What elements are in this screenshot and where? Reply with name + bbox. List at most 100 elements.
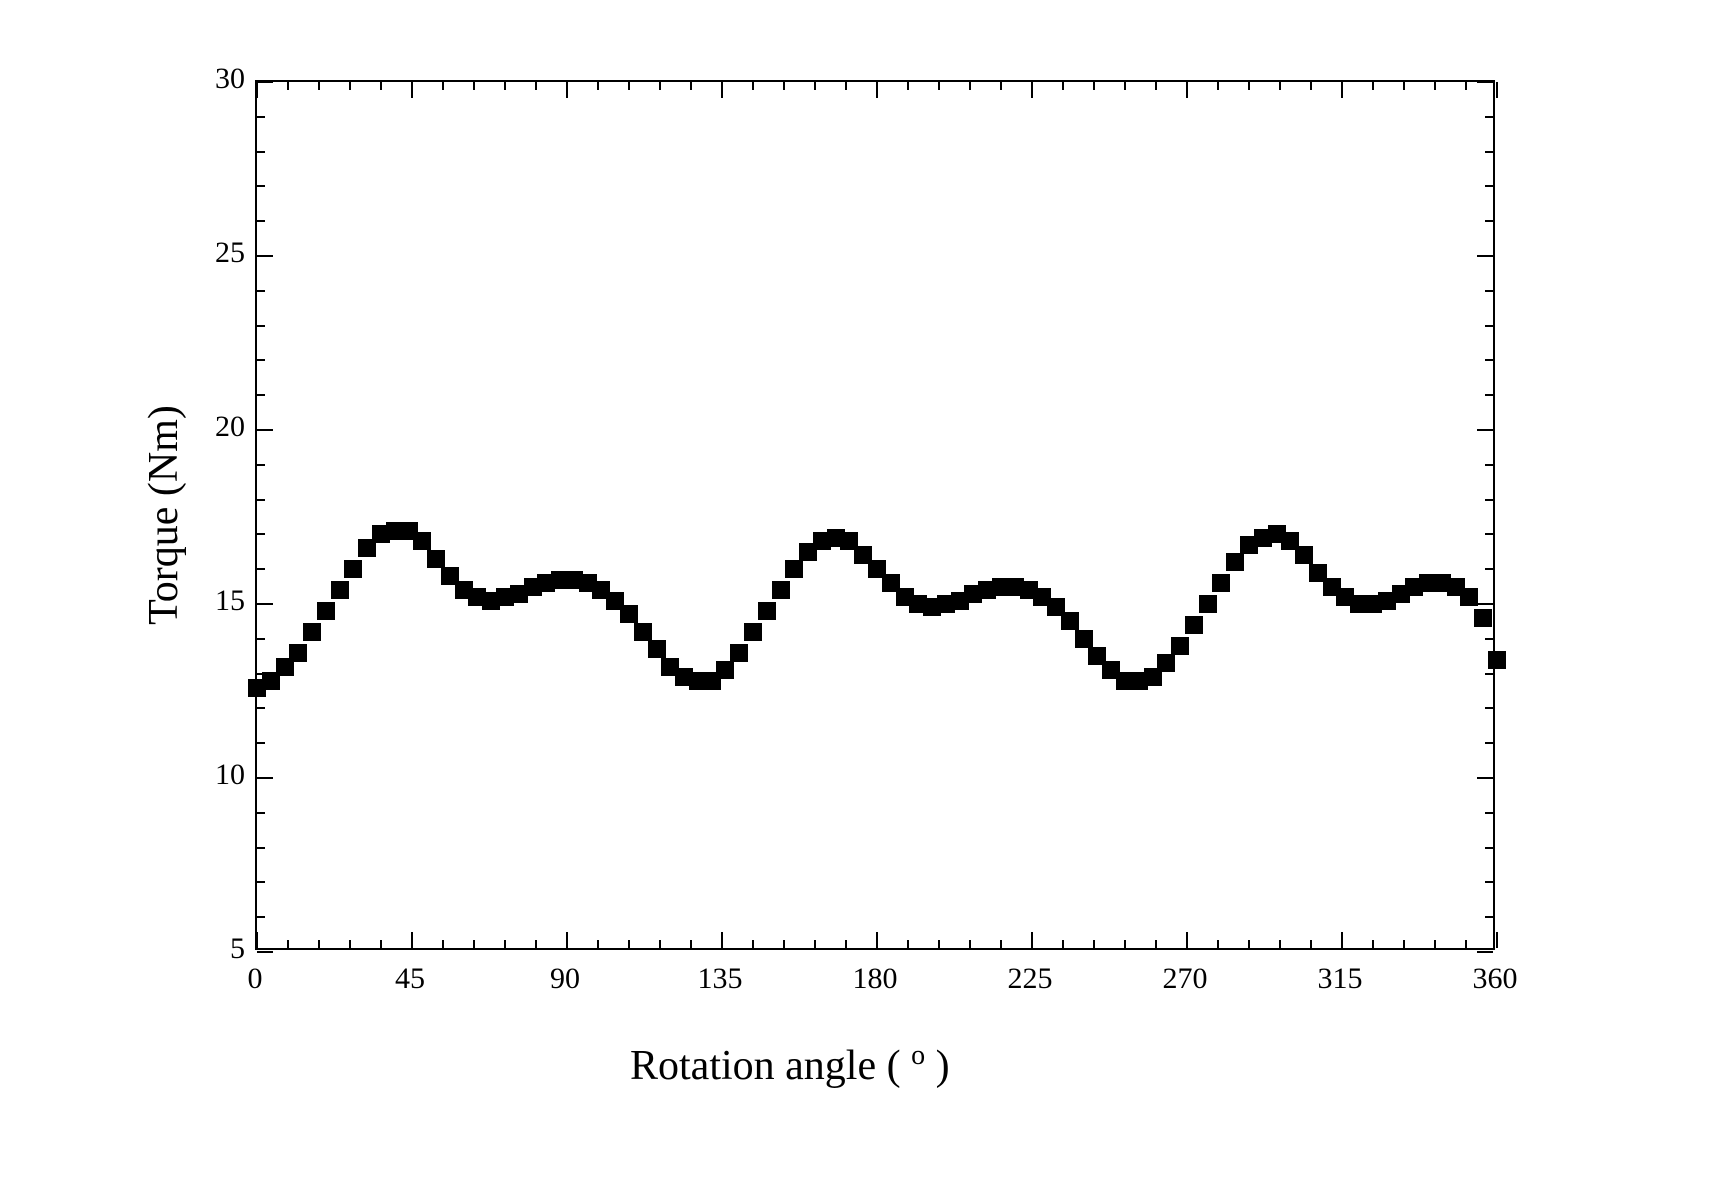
x-tick-minor — [1372, 82, 1374, 90]
x-tick-minor — [1093, 940, 1095, 948]
x-tick-minor — [628, 82, 630, 90]
x-tick-label: 90 — [550, 962, 580, 996]
y-tick-minor — [257, 151, 265, 153]
x-tick-minor — [1124, 940, 1126, 948]
x-tick-minor — [1434, 940, 1436, 948]
x-tick-minor — [1217, 940, 1219, 948]
x-tick-minor — [1279, 940, 1281, 948]
x-tick-minor — [1279, 82, 1281, 90]
y-tick-minor — [1485, 359, 1493, 361]
y-tick-major — [1477, 603, 1493, 605]
y-tick-minor — [1485, 568, 1493, 570]
x-tick-minor — [1000, 940, 1002, 948]
y-tick-minor — [1485, 220, 1493, 222]
degree-symbol: o — [911, 1040, 925, 1071]
x-tick-minor — [442, 940, 444, 948]
x-tick-major — [721, 932, 723, 948]
y-tick-minor — [1485, 533, 1493, 535]
x-tick-major — [411, 82, 413, 98]
y-tick-minor — [257, 499, 265, 501]
data-point — [331, 581, 349, 599]
x-tick-minor — [1124, 82, 1126, 90]
y-tick-major — [1477, 255, 1493, 257]
x-axis-title-p1: Rotation angle ( — [630, 1043, 911, 1089]
y-tick-label: 25 — [175, 236, 245, 270]
y-tick-minor — [1485, 325, 1493, 327]
y-tick-minor — [1485, 116, 1493, 118]
x-tick-minor — [442, 82, 444, 90]
x-tick-major — [1496, 82, 1498, 98]
y-tick-minor — [1485, 742, 1493, 744]
x-tick-label: 0 — [248, 962, 263, 996]
y-tick-label: 10 — [175, 758, 245, 792]
x-tick-minor — [845, 82, 847, 90]
x-tick-minor — [659, 82, 661, 90]
data-point — [413, 532, 431, 550]
x-axis-title-p3: ) — [925, 1043, 950, 1089]
x-tick-minor — [1403, 82, 1405, 90]
x-tick-minor — [1372, 940, 1374, 948]
x-tick-minor — [473, 940, 475, 948]
data-point — [716, 661, 734, 679]
y-tick-major — [1477, 777, 1493, 779]
x-tick-minor — [690, 940, 692, 948]
data-point — [1488, 651, 1506, 669]
y-tick-minor — [1485, 151, 1493, 153]
x-tick-minor — [535, 82, 537, 90]
x-tick-minor — [907, 940, 909, 948]
y-tick-minor — [257, 847, 265, 849]
y-tick-major — [1477, 81, 1493, 83]
data-point — [303, 623, 321, 641]
data-point — [758, 602, 776, 620]
x-tick-major — [1031, 82, 1033, 98]
y-tick-minor — [257, 325, 265, 327]
plot-area — [255, 80, 1495, 950]
y-tick-major — [257, 777, 273, 779]
x-tick-major — [256, 932, 258, 948]
x-tick-label: 135 — [698, 962, 743, 996]
x-tick-minor — [1217, 82, 1219, 90]
x-tick-minor — [814, 82, 816, 90]
y-tick-major — [257, 951, 273, 953]
data-point — [1474, 609, 1492, 627]
data-point — [620, 605, 638, 623]
x-tick-major — [566, 82, 568, 98]
data-point — [1075, 630, 1093, 648]
x-tick-minor — [938, 82, 940, 90]
data-point — [1212, 574, 1230, 592]
x-tick-minor — [473, 82, 475, 90]
y-tick-minor — [257, 812, 265, 814]
x-tick-minor — [1000, 82, 1002, 90]
y-tick-major — [1477, 429, 1493, 431]
x-tick-minor — [814, 940, 816, 948]
data-point — [289, 644, 307, 662]
data-point — [1157, 654, 1175, 672]
x-tick-minor — [1155, 82, 1157, 90]
x-tick-major — [876, 82, 878, 98]
torque-vs-angle-chart: Torque (Nm) 51015202530 0459013518022527… — [140, 60, 1560, 1140]
y-tick-minor — [1485, 185, 1493, 187]
y-tick-major — [257, 603, 273, 605]
y-tick-minor — [257, 881, 265, 883]
data-point — [1061, 612, 1079, 630]
x-tick-minor — [783, 82, 785, 90]
x-tick-minor — [1403, 940, 1405, 948]
x-tick-label: 225 — [1008, 962, 1053, 996]
data-point — [785, 560, 803, 578]
x-tick-minor — [752, 82, 754, 90]
y-tick-minor — [257, 185, 265, 187]
y-tick-minor — [1485, 638, 1493, 640]
x-tick-minor — [1062, 940, 1064, 948]
x-tick-minor — [1434, 82, 1436, 90]
x-tick-minor — [535, 940, 537, 948]
y-tick-major — [257, 81, 273, 83]
data-point — [1199, 595, 1217, 613]
x-tick-minor — [752, 940, 754, 948]
x-tick-minor — [1155, 940, 1157, 948]
y-tick-minor — [257, 533, 265, 535]
x-tick-minor — [597, 82, 599, 90]
x-tick-minor — [969, 82, 971, 90]
x-tick-label: 270 — [1163, 962, 1208, 996]
x-tick-minor — [845, 940, 847, 948]
data-point — [1171, 637, 1189, 655]
